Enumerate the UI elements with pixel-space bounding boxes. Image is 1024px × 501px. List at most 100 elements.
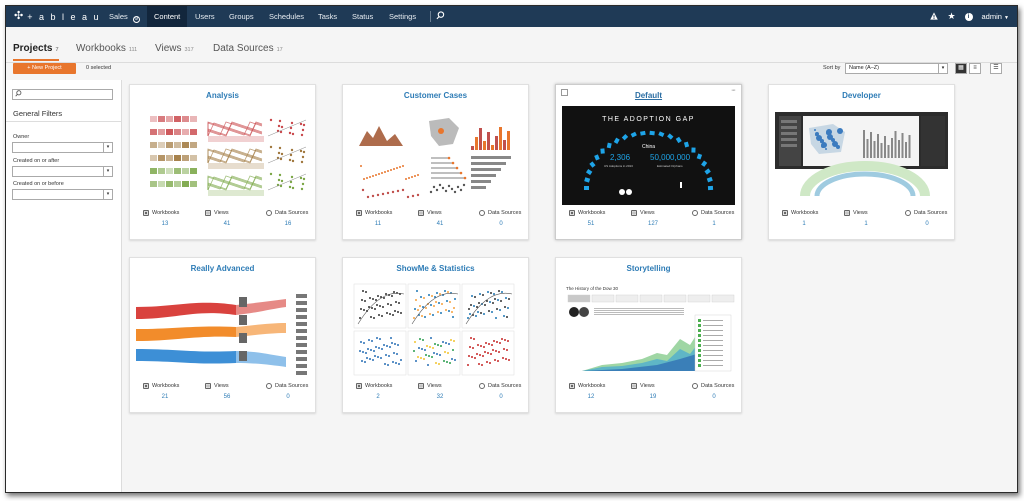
project-card[interactable]: Analysis ▣ Workbooks 13 ▤ Views 41 Data So… xyxy=(129,84,316,240)
workbooks-stat[interactable]: ▣ Workbooks 12 xyxy=(569,383,629,400)
project-name[interactable]: Developer xyxy=(842,91,881,100)
datasources-count[interactable]: 1 xyxy=(712,221,716,227)
views-count[interactable]: 41 xyxy=(436,221,444,227)
nav-groups[interactable]: Groups xyxy=(229,12,254,21)
nav-content[interactable]: Content xyxy=(147,6,188,27)
grid-view-button[interactable]: ▦ xyxy=(955,63,967,74)
search-button[interactable] xyxy=(436,6,445,27)
info-icon[interactable]: i xyxy=(964,12,973,21)
project-thumbnail[interactable] xyxy=(136,106,309,205)
tab-workbooks-label: Workbooks xyxy=(76,43,126,54)
project-name[interactable]: ShowMe & Statistics xyxy=(396,264,475,273)
project-name[interactable]: Default xyxy=(634,91,663,100)
nav-settings[interactable]: Settings xyxy=(389,12,417,21)
tab-projects-count: 7 xyxy=(55,47,59,53)
project-card[interactable]: ShowMe & Statistics ▣ Workbooks 2 ▤ Views … xyxy=(342,257,529,413)
datasources-stat[interactable]: Data Sources 0 xyxy=(905,210,965,227)
list-view-button[interactable]: ≡ xyxy=(969,63,981,74)
workbooks-stat[interactable]: ▣ Workbooks 1 xyxy=(782,210,842,227)
workbooks-stat[interactable]: ▣ Workbooks 11 xyxy=(356,210,416,227)
datasources-count[interactable]: 0 xyxy=(499,394,503,400)
project-card[interactable]: ··· Default THE ADOPTION GAP China 2,306… xyxy=(555,84,742,240)
project-thumbnail[interactable] xyxy=(775,106,948,205)
views-stat[interactable]: ▤ Views 41 xyxy=(418,210,478,227)
project-name[interactable]: Really Advanced xyxy=(190,264,255,273)
tab-views[interactable]: Views 317 xyxy=(155,43,194,54)
tab-data-sources-count: 17 xyxy=(276,47,283,53)
tab-data-sources[interactable]: Data Sources 17 xyxy=(213,43,283,54)
views-stat[interactable]: ▤ Views 19 xyxy=(631,383,691,400)
nav-schedules[interactable]: Schedules xyxy=(269,12,305,21)
user-menu[interactable]: admin ▼ xyxy=(982,12,1009,21)
filter-search-input[interactable] xyxy=(12,89,113,100)
select-checkbox[interactable] xyxy=(561,89,568,96)
views-stat[interactable]: ▤ Views 127 xyxy=(631,210,691,227)
views-label: Views xyxy=(427,210,442,216)
views-stat[interactable]: ▤ Views 56 xyxy=(205,383,265,400)
project-thumbnail[interactable] xyxy=(349,106,522,205)
sort-select[interactable]: Name (A–Z) ▾ xyxy=(845,63,948,74)
views-count[interactable]: 127 xyxy=(647,221,658,227)
project-thumbnail[interactable] xyxy=(349,279,522,378)
sort-value: Name (A–Z) xyxy=(849,65,879,71)
workbooks-count[interactable]: 51 xyxy=(587,221,595,227)
workbooks-count[interactable]: 13 xyxy=(161,221,169,227)
workbooks-count[interactable]: 12 xyxy=(587,394,595,400)
tab-projects-label: Projects xyxy=(13,43,53,54)
datasources-stat[interactable]: Data Sources 0 xyxy=(266,383,326,400)
selection-count[interactable]: 0 selected xyxy=(86,65,111,71)
datasources-stat[interactable]: Data Sources 16 xyxy=(266,210,326,227)
workbooks-count[interactable]: 11 xyxy=(374,221,382,227)
views-count[interactable]: 56 xyxy=(223,394,231,400)
workbooks-stat[interactable]: ▣ Workbooks 2 xyxy=(356,383,416,400)
owner-filter-select[interactable]: ▾ xyxy=(12,142,113,153)
created-before-select[interactable]: ▾ xyxy=(12,189,113,200)
project-thumbnail[interactable] xyxy=(136,279,309,378)
workbooks-count[interactable]: 21 xyxy=(161,394,169,400)
project-card[interactable]: Customer Cases ▣ Workbooks 11 ▤ Views 41 D… xyxy=(342,84,529,240)
views-count[interactable]: 41 xyxy=(223,221,231,227)
workbooks-stat[interactable]: ▣ Workbooks 51 xyxy=(569,210,629,227)
created-after-select[interactable]: ▾ xyxy=(12,166,113,177)
datasources-stat[interactable]: Data Sources 0 xyxy=(692,383,752,400)
database-icon xyxy=(692,383,698,389)
tab-workbooks[interactable]: Workbooks 111 xyxy=(76,43,137,54)
filter-panel-button[interactable]: ☰ xyxy=(990,63,1002,74)
new-project-button[interactable]: + New Project xyxy=(13,63,76,74)
project-card[interactable]: Storytelling The History of the Dow 30 ▣… xyxy=(555,257,742,413)
datasources-count[interactable]: 0 xyxy=(925,221,929,227)
project-name[interactable]: Analysis xyxy=(206,91,239,100)
workbooks-stat[interactable]: ▣ Workbooks 13 xyxy=(143,210,203,227)
workbooks-count[interactable]: 1 xyxy=(802,221,806,227)
tab-projects[interactable]: Projects 7 xyxy=(13,43,59,61)
datasources-count[interactable]: 0 xyxy=(499,221,503,227)
views-stat[interactable]: ▤ Views 1 xyxy=(844,210,904,227)
views-count[interactable]: 32 xyxy=(436,394,444,400)
star-icon[interactable]: ★ xyxy=(947,11,956,21)
nav-tasks[interactable]: Tasks xyxy=(318,12,338,21)
workbooks-stat[interactable]: ▣ Workbooks 21 xyxy=(143,383,203,400)
datasources-count[interactable]: 0 xyxy=(286,394,290,400)
project-thumbnail[interactable]: THE ADOPTION GAP China 2,306 US Adoption… xyxy=(562,106,735,205)
project-name[interactable]: Storytelling xyxy=(626,264,671,273)
datasources-stat[interactable]: Data Sources 0 xyxy=(479,210,539,227)
datasources-count[interactable]: 16 xyxy=(284,221,292,227)
site-switcher[interactable]: Sales ⚙ xyxy=(109,6,140,27)
views-count[interactable]: 1 xyxy=(864,221,868,227)
datasources-count[interactable]: 0 xyxy=(712,394,716,400)
views-stat[interactable]: ▤ Views 41 xyxy=(205,210,265,227)
project-card[interactable]: Really Advanced ▣ Workbooks 21 ▤ Views 56 … xyxy=(129,257,316,413)
workbooks-count[interactable]: 2 xyxy=(376,394,380,400)
alert-icon[interactable] xyxy=(930,11,939,22)
views-count[interactable]: 19 xyxy=(649,394,657,400)
datasources-stat[interactable]: Data Sources 1 xyxy=(692,210,752,227)
project-thumbnail[interactable]: The History of the Dow 30 xyxy=(562,279,735,378)
nav-users[interactable]: Users xyxy=(195,12,215,21)
project-name[interactable]: Customer Cases xyxy=(403,91,468,100)
project-card[interactable]: Developer ▣ Workbooks 1 ▤ Views 1 Data Sou… xyxy=(768,84,955,240)
views-stat[interactable]: ▤ Views 32 xyxy=(418,383,478,400)
nav-status[interactable]: Status xyxy=(352,12,374,21)
more-actions-button[interactable]: ··· xyxy=(731,87,736,94)
tableau-logo[interactable]: ✣ + a b l e a u xyxy=(14,10,101,23)
datasources-stat[interactable]: Data Sources 0 xyxy=(479,383,539,400)
